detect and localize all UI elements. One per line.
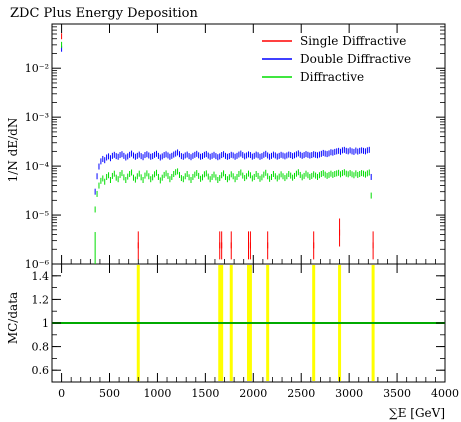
x-axis-label: ∑E [GeV] <box>389 406 445 420</box>
ratio-y-tick-label: 1 <box>42 317 49 330</box>
main-y-tick-label: 10⁻³ <box>25 111 49 124</box>
chart-title: ZDC Plus Energy Deposition <box>10 6 198 21</box>
x-tick-label: 1500 <box>191 387 219 400</box>
x-tick-label: 1000 <box>143 387 171 400</box>
x-tick-label: 3500 <box>383 387 411 400</box>
ratio-y-tick-label: 1.2 <box>32 293 50 306</box>
legend-label-double-diffractive: Double Diffractive <box>300 52 411 66</box>
main-y-tick-label: 10⁻⁴ <box>25 160 50 173</box>
main-y-axis-label: 1/N dE/dN <box>6 118 20 183</box>
legend-label-single-diffractive: Single Diffractive <box>300 34 406 48</box>
legend: Single Diffractive Double Diffractive Di… <box>262 34 411 84</box>
main-axis-ticks: 10⁻⁶ 10⁻⁵ 10⁻⁴ 10⁻³ 10⁻² <box>25 23 446 271</box>
ratio-y-tick-label: 0.6 <box>32 364 50 377</box>
legend-label-diffractive: Diffractive <box>300 70 364 84</box>
series-layer <box>61 33 374 264</box>
ratio-y-tick-label: 1.4 <box>32 270 50 283</box>
x-tick-label: 500 <box>99 387 120 400</box>
main-y-tick-label: 10⁻⁶ <box>25 258 50 271</box>
x-tick-label: 2500 <box>287 387 315 400</box>
x-tick-label: 0 <box>58 387 65 400</box>
ratio-axis-ticks: 0 500 1000 1500 2000 2500 3000 3500 4000 0.6 0.8 1 1… <box>32 263 459 400</box>
ratio-y-tick-label: 0.8 <box>32 341 50 354</box>
ratio-y-axis-label: MC/data <box>6 292 20 344</box>
x-tick-label: 4000 <box>431 387 459 400</box>
x-tick-label: 2000 <box>239 387 267 400</box>
main-y-tick-label: 10⁻⁵ <box>25 209 49 222</box>
x-tick-label: 3000 <box>335 387 363 400</box>
main-y-tick-label: 10⁻² <box>25 62 49 75</box>
